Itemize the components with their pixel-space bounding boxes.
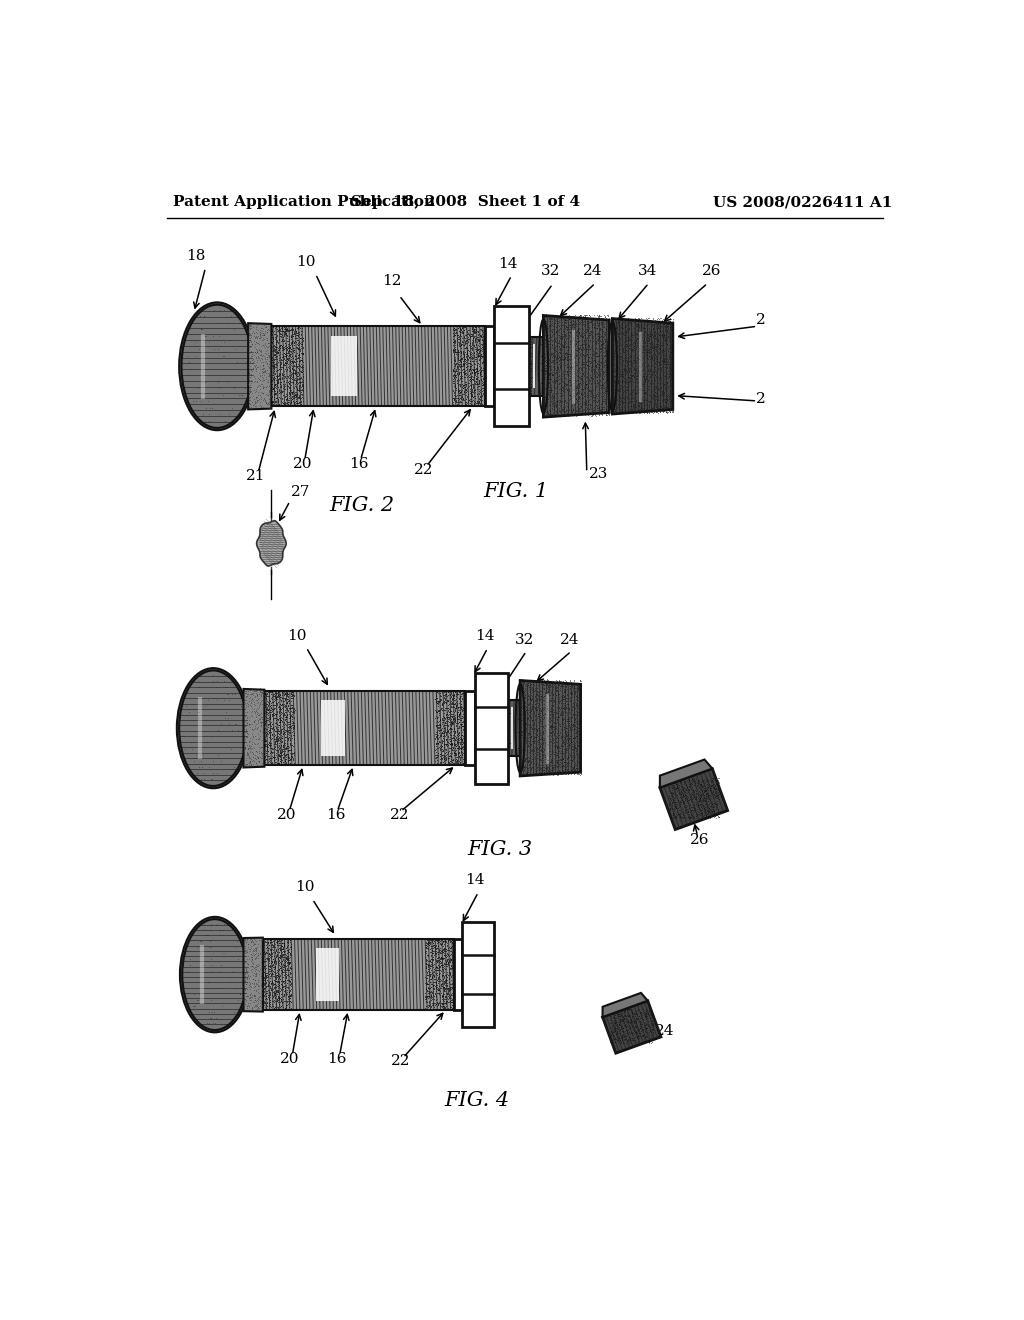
Ellipse shape <box>179 302 255 430</box>
Text: 26: 26 <box>690 833 710 846</box>
Text: US 2008/0226411 A1: US 2008/0226411 A1 <box>713 195 892 209</box>
Ellipse shape <box>177 668 250 788</box>
Text: 2: 2 <box>756 392 766 407</box>
Polygon shape <box>316 948 339 1001</box>
Text: Sep. 18, 2008  Sheet 1 of 4: Sep. 18, 2008 Sheet 1 of 4 <box>350 195 580 209</box>
Polygon shape <box>263 940 454 1010</box>
Polygon shape <box>520 681 581 776</box>
Text: 16: 16 <box>328 1052 347 1067</box>
Text: 34: 34 <box>638 264 657 279</box>
Text: 12: 12 <box>382 275 401 289</box>
Polygon shape <box>257 521 286 566</box>
Ellipse shape <box>182 919 248 1030</box>
Text: 22: 22 <box>415 463 434 477</box>
Ellipse shape <box>180 917 250 1032</box>
Polygon shape <box>454 940 463 1010</box>
Text: 14: 14 <box>466 873 485 887</box>
Polygon shape <box>321 701 345 756</box>
Polygon shape <box>463 923 494 1027</box>
Text: 32: 32 <box>515 632 535 647</box>
Text: FIG. 4: FIG. 4 <box>444 1090 509 1110</box>
Text: 24: 24 <box>584 264 603 279</box>
Polygon shape <box>508 701 520 756</box>
Text: 10: 10 <box>287 628 307 643</box>
Polygon shape <box>529 337 544 396</box>
Polygon shape <box>484 326 495 407</box>
Text: 2: 2 <box>756 313 766 327</box>
Text: Patent Application Publication: Patent Application Publication <box>173 195 435 209</box>
Polygon shape <box>244 689 264 767</box>
Polygon shape <box>248 323 271 409</box>
Text: 14: 14 <box>498 256 517 271</box>
Polygon shape <box>264 692 465 766</box>
Polygon shape <box>271 326 484 407</box>
Ellipse shape <box>179 671 248 785</box>
Text: FIG. 1: FIG. 1 <box>483 482 548 502</box>
Text: 18: 18 <box>186 249 206 263</box>
Text: 16: 16 <box>349 457 369 471</box>
Polygon shape <box>465 692 474 766</box>
Text: 20: 20 <box>278 808 297 822</box>
Text: 27: 27 <box>291 484 310 499</box>
Polygon shape <box>602 1001 660 1053</box>
Polygon shape <box>511 708 513 748</box>
Text: 20: 20 <box>293 457 312 471</box>
Text: 20: 20 <box>280 1052 299 1067</box>
Text: 22: 22 <box>391 1055 411 1068</box>
Text: 23: 23 <box>589 467 608 480</box>
Text: 21: 21 <box>246 470 265 483</box>
Text: 26: 26 <box>701 264 721 279</box>
Polygon shape <box>602 993 648 1016</box>
Text: 24: 24 <box>560 632 580 647</box>
Polygon shape <box>474 673 508 784</box>
Text: 10: 10 <box>295 880 314 895</box>
Text: 32: 32 <box>541 264 560 279</box>
Polygon shape <box>659 768 728 829</box>
Text: 16: 16 <box>326 808 345 822</box>
Polygon shape <box>544 315 609 417</box>
Polygon shape <box>659 759 713 788</box>
Polygon shape <box>495 306 529 426</box>
Polygon shape <box>534 345 535 388</box>
Polygon shape <box>331 337 356 396</box>
Text: 14: 14 <box>475 628 495 643</box>
Text: 10: 10 <box>297 255 316 269</box>
Text: FIG. 3: FIG. 3 <box>467 841 532 859</box>
Text: 24: 24 <box>655 1024 675 1038</box>
Polygon shape <box>612 318 673 414</box>
Text: FIG. 2: FIG. 2 <box>330 496 394 515</box>
Text: 22: 22 <box>389 808 409 822</box>
Polygon shape <box>244 937 263 1011</box>
Ellipse shape <box>181 305 253 428</box>
